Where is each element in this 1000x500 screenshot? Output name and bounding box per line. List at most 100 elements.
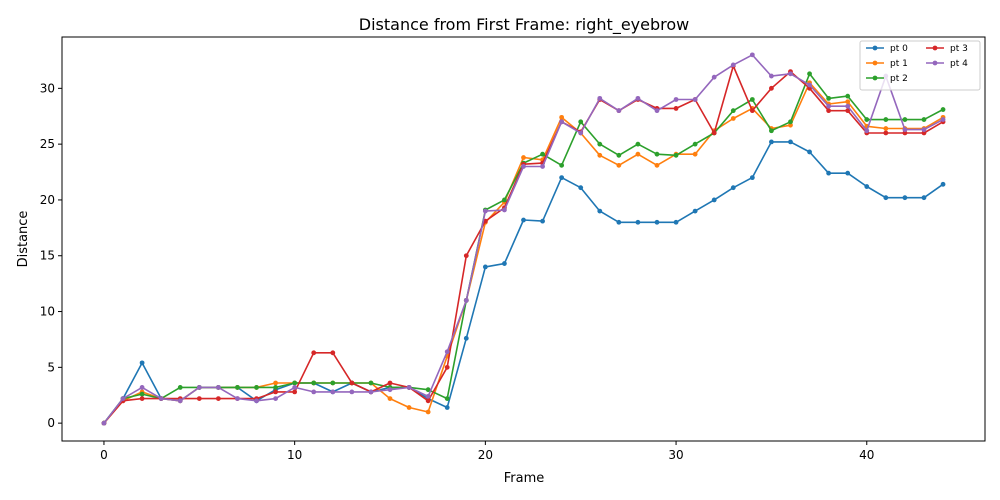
data-point [578,119,584,125]
data-point [902,127,908,133]
data-point [311,350,317,356]
data-point [711,130,717,136]
data-point [406,385,412,390]
data-point [673,219,679,225]
data-point [769,85,774,91]
data-point [139,391,145,397]
data-point [711,197,717,203]
data-point [387,380,393,386]
data-point [788,71,793,77]
legend-swatch-marker [872,60,878,66]
data-point [749,52,755,58]
legend-label: pt 2 [890,74,908,84]
data-point [444,396,450,401]
data-point [654,162,660,168]
data-point [921,195,927,201]
data-point [845,170,851,176]
data-point [845,99,851,105]
data-point [368,380,374,386]
data-point [158,396,164,401]
data-point [902,117,908,122]
data-point [139,360,145,366]
data-point [215,385,221,390]
data-point [654,151,660,157]
data-point [635,95,641,101]
data-point [940,181,946,187]
data-point [425,387,431,393]
legend-item: pt 4 [926,59,968,69]
data-point [616,152,622,158]
data-point [864,128,870,134]
legend-swatch-marker [872,45,878,51]
data-point [292,385,298,390]
plot-frame [61,36,986,442]
data-point [311,389,317,395]
data-point [692,208,698,214]
legend-label: pt 4 [950,59,968,69]
legend-swatch-marker [932,60,938,66]
data-point [254,385,259,390]
data-point [749,175,755,181]
data-point [502,261,507,266]
data-point [883,117,889,122]
legend-label: pt 0 [890,44,908,54]
data-point [692,141,698,147]
data-point [330,380,336,386]
data-point [196,385,202,390]
data-point [502,197,507,203]
data-point [597,208,603,214]
data-point [463,297,469,303]
data-point [883,126,889,131]
y-tick-label: 25 [40,137,55,151]
x-tick-label: 0 [100,448,108,462]
data-point [864,117,870,122]
data-point [425,398,431,404]
data-point [654,219,660,225]
data-point [311,380,317,386]
data-point [769,139,774,145]
data-point [769,128,774,134]
x-axis-label: Frame [504,471,545,486]
chart-title: Distance from First Frame: right_eyebrow [359,15,689,35]
data-point [673,152,679,158]
data-point [654,108,660,114]
legend-swatch-marker [932,45,938,51]
data-point [444,349,450,355]
data-point [330,350,336,356]
data-point [788,119,793,125]
data-point [292,389,298,395]
legend-item: pt 1 [866,59,908,69]
data-point [730,116,736,121]
series-4 [101,52,946,426]
data-point [826,95,832,101]
x-tick-label: 20 [478,448,493,462]
data-point [902,130,908,136]
data-point [673,106,679,111]
data-point [597,152,603,158]
data-point [902,195,908,201]
data-point [177,398,183,404]
y-tick-label: 0 [47,416,55,430]
data-point [883,130,889,136]
data-point [235,396,240,401]
data-point [616,108,622,114]
legend-swatch-marker [872,75,878,81]
data-point [273,389,278,395]
y-tick-label: 30 [40,81,55,95]
data-point [921,117,927,122]
data-point [444,364,450,370]
data-point [788,122,793,128]
y-tick-label: 5 [47,360,55,374]
data-point [597,141,603,147]
legend-label: pt 1 [890,59,908,69]
legend-item: pt 0 [866,44,908,54]
y-tick-label: 15 [40,249,55,263]
data-point [521,164,526,169]
data-point [387,387,393,393]
data-point [692,97,698,102]
data-point [864,184,870,189]
legend: pt 0 pt 1 pt 2 pt 3 pt 4 [859,40,981,91]
data-point [559,162,565,168]
